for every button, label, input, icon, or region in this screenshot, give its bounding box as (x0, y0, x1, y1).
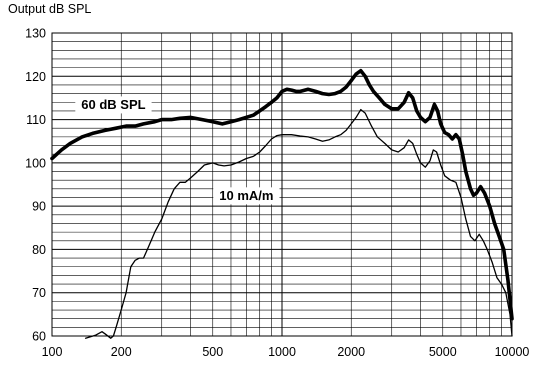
series-annotation-label: 60 dB SPL (81, 97, 145, 112)
series-annotation-label: 10 mA/m (219, 188, 273, 203)
series-line-2 (84, 108, 513, 339)
y-tick-label: 70 (32, 286, 46, 300)
annotation-background (75, 96, 152, 114)
x-tick-label: 200 (111, 345, 132, 359)
x-axis-ticks: 100 200 500 1000 2000 5000 10000 (42, 345, 530, 359)
x-tick-label: 2000 (337, 345, 365, 359)
grid (51, 32, 512, 337)
x-tick-label: 5000 (429, 345, 457, 359)
y-tick-label: 80 (32, 243, 46, 257)
x-tick-label: 1000 (268, 345, 296, 359)
annotation-background (213, 187, 280, 205)
y-tick-label: 120 (25, 70, 46, 84)
y-tick-label: 110 (26, 113, 46, 127)
y-axis-ticks: 60 70 80 90 100 110 120 130 (25, 27, 46, 344)
plot-frame (51, 32, 513, 337)
x-tick-label: 10000 (495, 345, 530, 359)
series-line-1 (50, 68, 514, 321)
y-tick-label: 60 (32, 330, 46, 344)
y-tick-label: 100 (25, 156, 46, 170)
y-axis-label: Output dB SPL (8, 2, 91, 16)
series-lines (50, 68, 514, 339)
x-tick-label: 500 (202, 345, 223, 359)
y-tick-label: 90 (32, 200, 46, 214)
x-tick-label: 100 (42, 345, 63, 359)
y-tick-label: 130 (25, 27, 46, 41)
series-annotations: 60 dB SPL 10 mA/m (75, 96, 280, 205)
